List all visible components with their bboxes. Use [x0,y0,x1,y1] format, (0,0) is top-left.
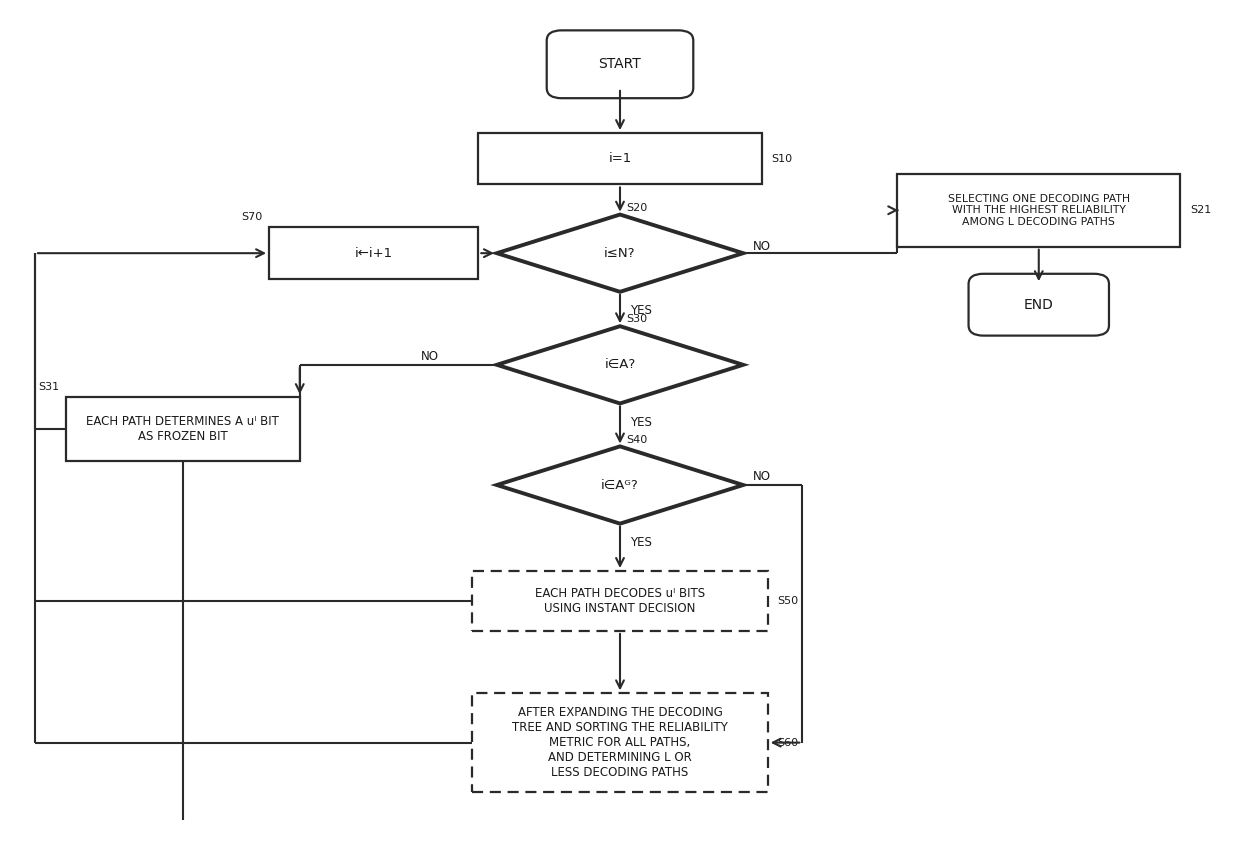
Text: NO: NO [753,240,771,253]
Text: S40: S40 [626,434,647,445]
Text: END: END [1024,297,1054,312]
Bar [479,133,761,185]
Text: YES: YES [630,536,652,549]
Text: NO: NO [420,349,439,362]
Bar [472,694,768,792]
Text: S20: S20 [626,203,647,212]
Text: YES: YES [630,416,652,429]
Polygon shape [497,214,743,292]
Text: S70: S70 [242,212,263,222]
Text: S30: S30 [626,315,647,324]
Text: S31: S31 [38,381,60,392]
Text: i=1: i=1 [609,153,631,166]
Polygon shape [497,326,743,403]
Text: EACH PATH DETERMINES A uᴵ BIT
AS FROZEN BIT: EACH PATH DETERMINES A uᴵ BIT AS FROZEN … [87,415,279,443]
Text: i←i+1: i←i+1 [355,247,393,260]
Text: S50: S50 [777,596,799,606]
Text: i∈Aᴳ?: i∈Aᴳ? [601,479,639,492]
Text: START: START [599,57,641,71]
Polygon shape [497,447,743,524]
Text: SELECTING ONE DECODING PATH
WITH THE HIGHEST RELIABILITY
AMONG L DECODING PATHS: SELECTING ONE DECODING PATH WITH THE HIG… [947,193,1130,227]
Text: AFTER EXPANDING THE DECODING
TREE AND SORTING THE RELIABILITY
METRIC FOR ALL PAT: AFTER EXPANDING THE DECODING TREE AND SO… [512,706,728,779]
Text: S60: S60 [777,738,799,747]
Text: S21: S21 [1190,205,1211,215]
Text: YES: YES [630,304,652,317]
Bar [897,173,1180,247]
Text: i≤N?: i≤N? [604,247,636,260]
Text: i∈A?: i∈A? [604,358,636,371]
Bar [269,227,479,279]
Text: S10: S10 [771,153,792,164]
Bar [472,570,768,631]
Bar [66,397,300,461]
Text: NO: NO [753,470,771,483]
FancyBboxPatch shape [968,274,1109,336]
Text: EACH PATH DECODES uᴵ BITS
USING INSTANT DECISION: EACH PATH DECODES uᴵ BITS USING INSTANT … [534,587,706,615]
FancyBboxPatch shape [547,30,693,98]
